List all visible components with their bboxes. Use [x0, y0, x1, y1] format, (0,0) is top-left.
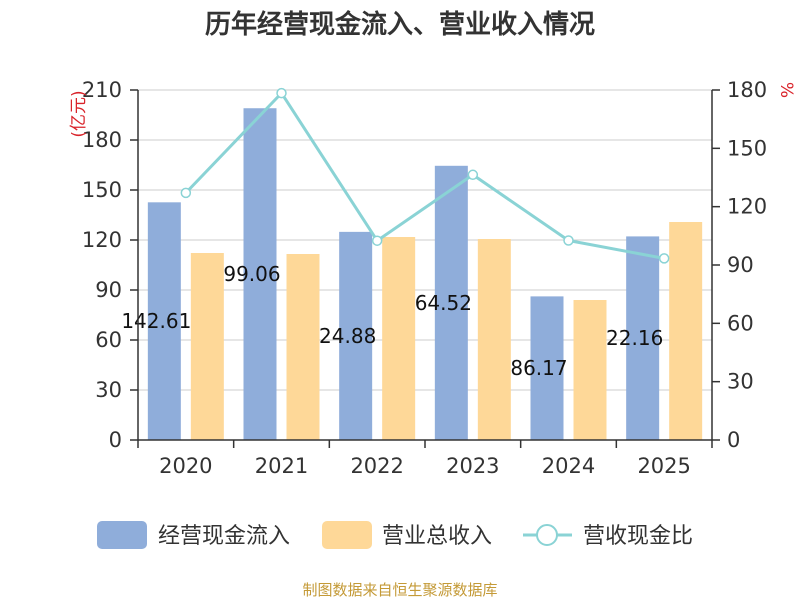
y2-tick-label: 90	[727, 253, 754, 277]
legend-swatch-revenue	[322, 521, 372, 549]
y-tick-label: 150	[82, 178, 122, 202]
data-labels: 142.61 99.06 24.88 64.52 86.17 22.16	[121, 262, 663, 380]
y-tick-label: 120	[82, 228, 122, 252]
axes	[130, 89, 720, 448]
revenue-bars	[190, 222, 703, 440]
y2-tick-label: 30	[727, 370, 754, 394]
legend-item-ratio[interactable]: 营收现金比	[523, 524, 693, 549]
legend-item-revenue[interactable]: 营业总收入	[322, 521, 492, 549]
data-label: 64.52	[415, 291, 472, 315]
bar-revenue	[573, 300, 607, 440]
data-label: 142.61	[121, 309, 191, 333]
y-axis-label: (亿元)	[69, 90, 89, 137]
tick-labels: 0 30 60 90 120 150 180 210 0 30 60 90 120 150 180 2020 2…	[82, 78, 767, 478]
line-ratio	[184, 91, 665, 260]
point-ratio	[276, 87, 287, 99]
data-label: 22.16	[606, 326, 663, 350]
legend-item-cash-inflow[interactable]: 经营现金流入	[97, 521, 290, 549]
legend-label-revenue: 营业总收入	[382, 524, 492, 549]
point-ratio	[371, 235, 383, 246]
y-tick-label: 90	[95, 278, 122, 302]
chart-title: 历年经营现金流入、营业收入情况	[205, 9, 595, 40]
x-tick-label: 2021	[255, 454, 308, 478]
legend-label-cash-inflow: 经营现金流入	[158, 524, 290, 549]
y-tick-label: 210	[82, 78, 122, 102]
x-tick-label: 2025	[637, 454, 690, 478]
point-ratio	[180, 187, 192, 199]
x-tick-label: 2022	[350, 454, 403, 478]
bar-cash-inflow	[147, 202, 181, 440]
y2-tick-label: 180	[727, 78, 767, 102]
legend-swatch-cash-inflow	[97, 521, 147, 549]
y2-tick-label: 120	[727, 195, 767, 219]
y-tick-label: 60	[95, 328, 122, 352]
y2-tick-label: 60	[727, 311, 754, 335]
data-label: 99.06	[223, 262, 280, 286]
grid-lines	[138, 89, 712, 391]
bar-revenue	[286, 254, 320, 440]
data-label: 86.17	[510, 356, 567, 380]
y2-tick-label: 0	[727, 428, 740, 452]
y2-tick-label: 150	[727, 136, 767, 160]
x-tick-label: 2020	[159, 454, 212, 478]
x-tick-label: 2023	[446, 454, 499, 478]
bar-cash-inflow	[243, 108, 277, 440]
legend-swatch-ratio-marker	[536, 524, 558, 546]
bar-revenue	[477, 239, 511, 440]
bar-revenue	[382, 237, 416, 440]
point-ratio	[658, 253, 670, 264]
source-footer: 制图数据来自恒生聚源数据库	[302, 581, 497, 599]
cash-inflow-bars	[147, 108, 660, 441]
x-tick-label: 2024	[542, 454, 595, 478]
bar-cash-inflow	[339, 231, 373, 440]
y2-axis-label: %	[776, 82, 796, 98]
y-tick-label: 180	[82, 128, 122, 152]
point-ratio	[467, 169, 479, 181]
ratio-line-series	[180, 87, 670, 264]
point-ratio	[563, 235, 574, 246]
data-label: 24.88	[319, 324, 376, 348]
bar-revenue	[669, 222, 703, 440]
bar-revenue	[190, 253, 224, 440]
bar-cash-inflow	[434, 165, 468, 441]
legend-label-ratio: 营收现金比	[583, 524, 693, 549]
bar-cash-inflow	[626, 236, 660, 440]
legend: 经营现金流入 营业总收入 营收现金比	[97, 521, 693, 549]
bar-cash-inflow	[530, 296, 564, 440]
y-tick-label: 0	[109, 428, 122, 452]
y-tick-label: 30	[95, 378, 122, 402]
